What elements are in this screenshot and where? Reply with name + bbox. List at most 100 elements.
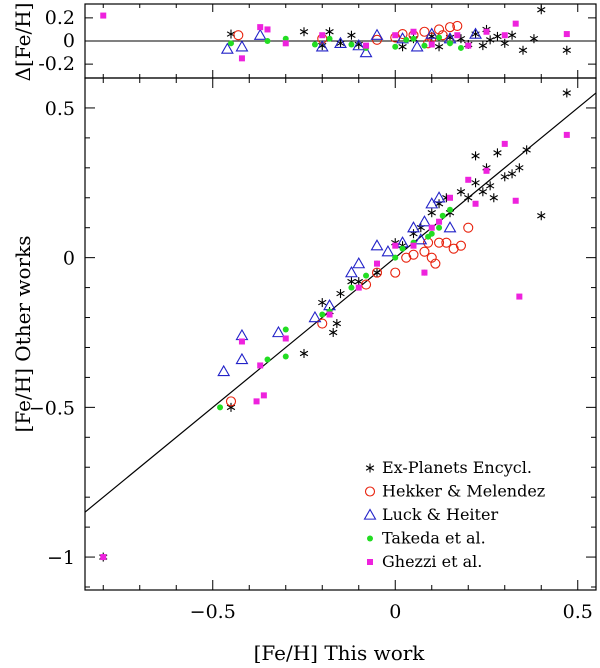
residual-point-asterisk (507, 30, 517, 40)
residual-point-dot (392, 43, 399, 50)
main-point-asterisk (537, 211, 546, 221)
legend-label-ghezzi-et-al: Ghezzi et al. (382, 552, 482, 571)
legend-marker-takeda-et-al (367, 535, 373, 542)
residual-point-dot (403, 36, 410, 43)
main-point-circle (426, 252, 437, 263)
main-ytick-label: 0.5 (45, 98, 75, 120)
main-point-triangle (370, 239, 384, 251)
residual-series-ghezzi-et-al (100, 12, 570, 62)
main-series-ghezzi-et-al (100, 131, 570, 561)
main-point-circle (455, 240, 467, 251)
residual-point-asterisk (299, 27, 309, 37)
main-point-circle (448, 243, 459, 254)
main-point-square (563, 131, 570, 138)
legend-label-ex-planets-encycl: Ex-Planets Encycl. (382, 458, 532, 477)
residual-point-dot (264, 38, 271, 44)
main-point-square (447, 194, 453, 201)
residual-point-square (100, 12, 107, 19)
residual-point-square (363, 42, 370, 49)
main-point-square (260, 392, 267, 399)
residual-series-ex-planets-encycl (226, 5, 571, 55)
main-point-triangle (381, 245, 395, 257)
residual-point-triangle (352, 39, 366, 51)
main-point-asterisk (299, 348, 309, 358)
main-point-asterisk (489, 193, 498, 203)
main-point-square (410, 242, 417, 249)
main-panel: 0.5 0 −0.5 −1 −0.5 0 0.5 (29, 77, 597, 623)
main-point-triangle (345, 266, 358, 278)
residual-point-dot (326, 35, 333, 42)
main-point-square (421, 269, 428, 276)
main-point-asterisk (456, 187, 466, 197)
main-point-asterisk (332, 319, 342, 329)
residual-point-triangle (370, 28, 384, 40)
main-point-asterisk (485, 181, 495, 191)
main-point-asterisk (372, 268, 382, 278)
residual-point-square (282, 40, 289, 47)
main-point-circle (463, 222, 474, 233)
main-point-circle (317, 318, 328, 329)
residual-point-circle (452, 20, 463, 32)
residual-series-luck-heiter (220, 27, 482, 58)
main-point-asterisk (493, 148, 502, 158)
main-xtick-label: −0.5 (190, 601, 236, 623)
main-point-dot (436, 224, 443, 231)
main-point-dot (319, 311, 326, 318)
residual-point-square (501, 32, 508, 39)
main-point-dot (282, 353, 289, 360)
residual-point-triangle (359, 45, 373, 58)
residual-point-triangle (220, 42, 234, 54)
residual-point-asterisk (318, 41, 327, 51)
main-point-asterisk (336, 289, 345, 299)
residual-ytick-label: 0.2 (45, 7, 75, 29)
residual-point-circle (444, 22, 456, 33)
residual-point-asterisk (562, 45, 571, 55)
main-point-triangle (425, 197, 439, 209)
main-point-square (100, 554, 107, 561)
main-xtick-label: 0 (389, 601, 401, 623)
residual-point-dot (348, 41, 355, 48)
legend-marker-luck-heiter (363, 508, 377, 520)
residual-point-square (238, 55, 245, 62)
y-axis-label-residual: Δ[Fe/H] (11, 3, 35, 82)
residual-point-asterisk (398, 42, 407, 52)
main-point-square (428, 224, 435, 231)
main-point-square (374, 260, 380, 267)
residual-point-square (428, 41, 435, 48)
residual-point-asterisk (434, 42, 444, 52)
main-point-square (512, 197, 519, 204)
residual-panel: 0.20-0.2 (38, 3, 597, 79)
residual-point-square (319, 32, 326, 39)
residual-point-asterisk (518, 45, 528, 55)
main-point-circle (419, 246, 430, 257)
main-point-triangle (272, 325, 285, 338)
main-point-asterisk (471, 151, 480, 161)
residual-point-dot (436, 34, 443, 41)
residual-point-square (392, 32, 399, 39)
main-point-asterisk (478, 187, 488, 197)
main-point-triangle (235, 328, 249, 341)
residual-point-circle (433, 24, 445, 35)
main-ytick-label: −1 (47, 547, 75, 569)
main-point-triangle (235, 352, 249, 365)
main-point-asterisk (471, 178, 480, 188)
main-point-dot (425, 233, 432, 240)
main-point-asterisk (329, 328, 338, 338)
residual-point-asterisk (347, 30, 356, 40)
residual-point-triangle (469, 27, 482, 39)
main-point-circle (433, 237, 445, 248)
main-point-square (436, 218, 443, 225)
residual-point-triangle (425, 27, 439, 39)
residual-point-square (257, 24, 264, 31)
main-point-square (238, 338, 245, 345)
main-point-asterisk (500, 172, 509, 182)
residual-point-square (512, 20, 519, 27)
residual-ytick-label: 0 (63, 30, 75, 52)
main-point-circle (408, 249, 419, 260)
main-point-dot (348, 284, 355, 291)
main-series-luck-heiter (217, 191, 457, 377)
main-point-dot (399, 245, 406, 252)
main-point-circle (390, 267, 401, 278)
residual-point-dot (457, 44, 464, 51)
